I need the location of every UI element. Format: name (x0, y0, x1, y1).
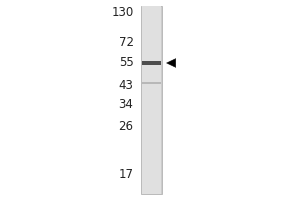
Bar (141, 6, 162, 194)
Text: 17: 17 (118, 168, 134, 180)
Bar (142, 61, 161, 65)
Text: 43: 43 (118, 79, 134, 92)
Bar (142, 82, 161, 84)
Text: 72: 72 (118, 36, 134, 48)
Text: 130: 130 (111, 6, 134, 20)
Text: 26: 26 (118, 120, 134, 134)
Polygon shape (167, 59, 176, 67)
Text: 55: 55 (119, 56, 134, 70)
Bar (142, 6, 161, 194)
Text: 34: 34 (118, 98, 134, 112)
